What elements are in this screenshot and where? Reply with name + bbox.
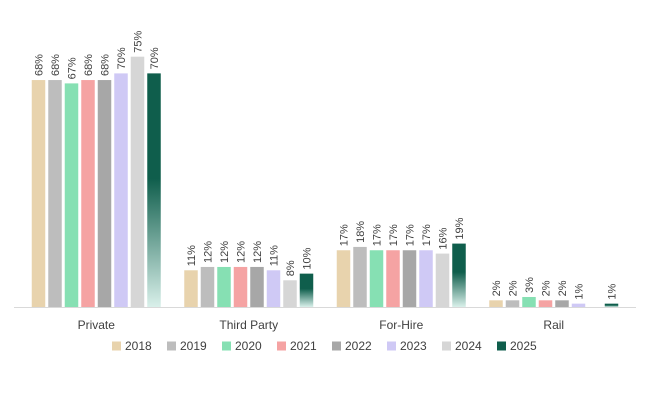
- bar-private-2024: [130, 56, 145, 307]
- legend-item-2020: 2020: [222, 339, 262, 353]
- bar-third-party-2022: [250, 266, 264, 307]
- bar-for-hire-2023: [419, 250, 433, 307]
- bar-third-party-2023: [266, 270, 281, 307]
- data-label-private-2025: 70%: [149, 47, 161, 69]
- x-tick-label-for-hire: For-Hire: [379, 318, 423, 332]
- data-label-for-hire-2022: 17%: [405, 224, 417, 246]
- legend-swatch-2022: [332, 341, 341, 351]
- bar-third-party-2025: [299, 273, 314, 308]
- bar-private-2022: [97, 80, 112, 307]
- bar-rail-2020: [522, 296, 536, 307]
- legend-swatch-2019: [167, 341, 176, 351]
- legend-item-2023: 2023: [387, 339, 427, 353]
- data-label-private-2024: 75%: [133, 30, 145, 52]
- data-label-third-party-2023: 11%: [269, 245, 281, 266]
- bar-private-2019: [48, 80, 62, 307]
- data-label-private-2019: 68%: [50, 54, 62, 76]
- data-label-rail-2023: 1%: [574, 284, 586, 300]
- bar-private-2021: [81, 80, 95, 307]
- x-axis-tick-labels: Private Third Party For-Hire Rail: [78, 318, 565, 332]
- bar-for-hire-2020: [369, 250, 384, 307]
- legend-item-2022: 2022: [332, 339, 372, 353]
- data-label-third-party-2022: 12%: [252, 241, 264, 263]
- legend-swatch-2024: [442, 341, 451, 351]
- legend-label-2020: 2020: [235, 339, 262, 353]
- bar-private-2020: [64, 83, 79, 307]
- data-label-rail-2022: 2%: [557, 280, 569, 296]
- legend-item-2025: 2025: [497, 339, 537, 353]
- bars-layer: [31, 56, 619, 308]
- data-label-private-2021: 68%: [83, 54, 95, 76]
- data-label-private-2022: 68%: [100, 54, 112, 76]
- data-label-rail-2021: 2%: [541, 280, 553, 296]
- bar-for-hire-2018: [336, 250, 351, 307]
- bar-rail-2025: [604, 303, 619, 307]
- data-label-third-party-2021: 12%: [236, 241, 248, 263]
- data-label-rail-2018: 2%: [491, 280, 503, 296]
- legend-item-2018: 2018: [112, 339, 152, 353]
- bar-private-2025: [147, 73, 161, 308]
- legend-label-2021: 2021: [290, 339, 317, 353]
- legend-swatch-2018: [112, 341, 121, 351]
- data-label-for-hire-2018: 17%: [339, 224, 351, 246]
- legend-label-2018: 2018: [125, 339, 152, 353]
- bar-third-party-2021: [233, 266, 248, 307]
- bar-for-hire-2025: [452, 243, 466, 307]
- bar-private-2023: [114, 73, 128, 308]
- bar-for-hire-2021: [386, 250, 400, 307]
- legend-swatch-2023: [387, 341, 396, 351]
- legend-swatch-2021: [277, 341, 286, 351]
- legend-swatch-2020: [222, 341, 231, 351]
- x-tick-label-third-party: Third Party: [219, 318, 278, 332]
- data-label-private-2020: 67%: [67, 57, 79, 79]
- data-label-for-hire-2019: 18%: [355, 221, 367, 243]
- bar-rail-2018: [489, 300, 503, 307]
- x-tick-label-private: Private: [78, 318, 116, 332]
- legend-label-2024: 2024: [455, 339, 482, 353]
- data-label-private-2023: 70%: [116, 47, 128, 69]
- bar-for-hire-2024: [435, 253, 450, 307]
- bar-rail-2021: [538, 300, 553, 307]
- data-label-rail-2020: 3%: [524, 277, 536, 293]
- x-tick-label-rail: Rail: [543, 318, 564, 332]
- data-label-third-party-2024: 8%: [285, 260, 297, 276]
- data-labels-layer: 68% 68% 67% 68% 68% 70% 75% 70% 11% 12% 12% 12% 12% 1…: [34, 30, 619, 299]
- legend-item-2019: 2019: [167, 339, 207, 353]
- legend-item-2024: 2024: [442, 339, 482, 353]
- bar-third-party-2019: [200, 266, 215, 307]
- bar-third-party-2020: [217, 266, 231, 307]
- data-label-for-hire-2021: 17%: [388, 224, 400, 246]
- data-label-rail-2019: 2%: [508, 280, 520, 296]
- legend: 2018 2019 2020 2021 2022 2023 2024 2025: [112, 339, 537, 353]
- bar-rail-2022: [555, 300, 569, 307]
- data-label-third-party-2018: 11%: [186, 245, 198, 266]
- bar-third-party-2024: [283, 280, 297, 307]
- data-label-third-party-2025: 10%: [302, 247, 314, 269]
- bar-rail-2023: [571, 303, 586, 307]
- data-label-rail-2025: 1%: [607, 284, 619, 300]
- data-label-for-hire-2020: 17%: [372, 224, 384, 246]
- legend-label-2022: 2022: [345, 339, 372, 353]
- legend-swatch-2025: [497, 341, 506, 351]
- legend-item-2021: 2021: [277, 339, 317, 353]
- data-label-private-2018: 68%: [34, 54, 46, 76]
- data-label-for-hire-2025: 19%: [454, 217, 466, 239]
- bar-private-2018: [31, 80, 46, 307]
- legend-label-2019: 2019: [180, 339, 207, 353]
- data-label-for-hire-2024: 16%: [438, 227, 450, 249]
- bar-for-hire-2022: [402, 250, 417, 307]
- data-label-third-party-2019: 12%: [203, 241, 215, 263]
- legend-label-2023: 2023: [400, 339, 427, 353]
- data-label-third-party-2020: 12%: [219, 241, 231, 263]
- bar-rail-2019: [505, 300, 520, 307]
- data-label-for-hire-2023: 17%: [421, 224, 433, 246]
- legend-label-2025: 2025: [510, 339, 537, 353]
- bar-for-hire-2019: [353, 246, 367, 307]
- bar-third-party-2018: [184, 270, 198, 307]
